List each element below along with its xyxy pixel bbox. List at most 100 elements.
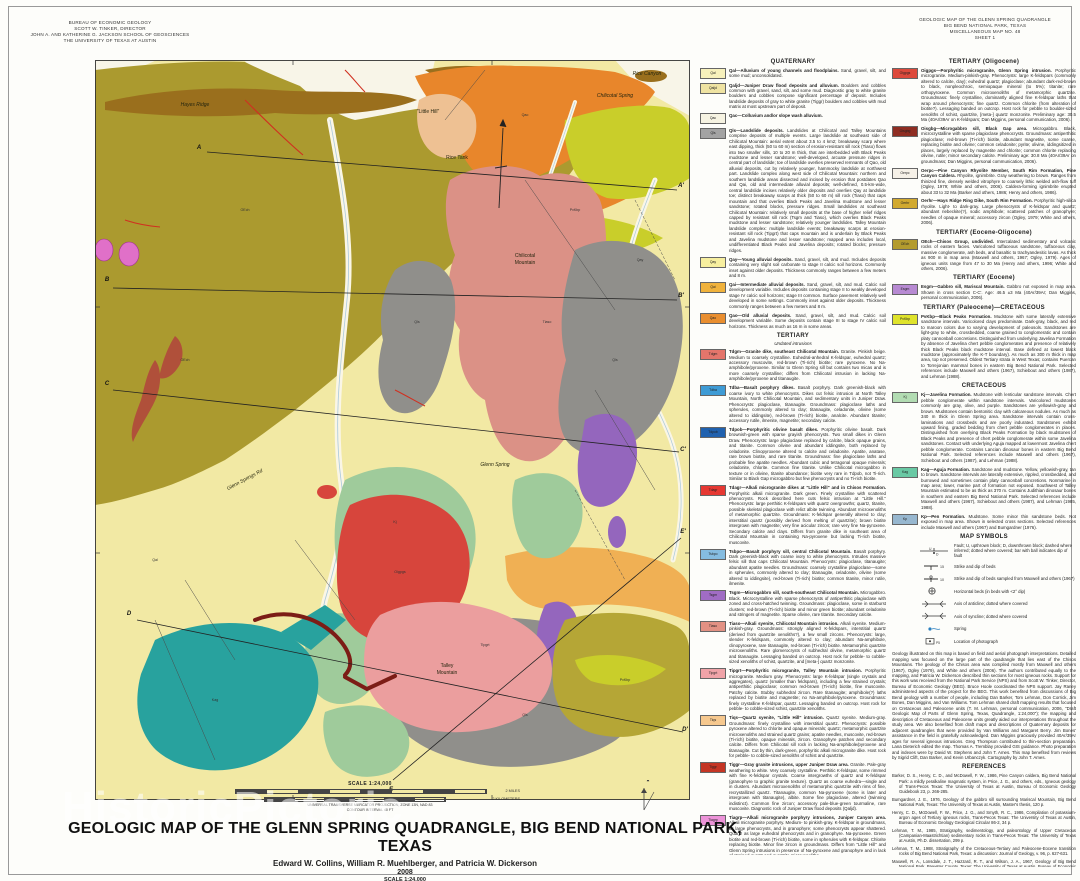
legend-entry-text: Tdagr—Alkali microgranite dikes at "Litt… — [729, 485, 886, 545]
map-symbol-row: P5 Location of photograph — [920, 636, 1076, 646]
legend-entry-text: Tdba—Basalt porphyry dikes. Basalt porph… — [729, 385, 886, 424]
strike-dip-icon: 15 — [924, 565, 944, 571]
legend-column-right: TERTIARY (Oligocene) Oigpgs Oigpgs—Porphyr… — [892, 55, 1076, 867]
map-symbol-row: Horizontal beds (in beds with <2° dip) — [920, 586, 1076, 596]
unit-swatch: Kag — [892, 466, 918, 478]
legend-entry: Tiqs Tiqs—Quartz syenite, "Little Hill" i… — [700, 715, 886, 759]
map-symbol-label: Horizontal beds (in beds with <2° dip) — [954, 588, 1026, 594]
unit-swatch: Tdpob — [700, 427, 726, 439]
legend-entry: Tdagr Tdagr—Alkali microgranite dikes at … — [700, 485, 886, 545]
unit-swatch: Qai — [700, 282, 726, 293]
legend-entry-text: Tiaso—Alkali syenite, Chilicotal Mountai… — [729, 620, 886, 665]
map-red-dike-lines — [124, 69, 426, 407]
legend-entry-text: Oigpgs—Porphyritic microgranite, Glenn S… — [921, 68, 1076, 123]
legend-entry-text: Kp—Pen Formation. Mudstone. Some minor t… — [921, 513, 1076, 530]
map-unit-qac — [615, 60, 690, 116]
legend-entry: Kp Kp—Pen Formation. Mudstone. Some minor… — [892, 513, 1076, 530]
agency-line: BUREAU OF ECONOMIC GEOLOGY — [68, 20, 152, 25]
map-symbol-label: Axis of syncline; dotted where covered — [954, 613, 1028, 619]
legend-entry: Esgm Esgm—Gabbro sill, Mariscal Mountain.… — [892, 284, 1076, 300]
legend-section-subheader: Undated intrusions — [774, 341, 812, 347]
legend-entry-text: Tipgrt—Porphyritic microgranite, Talley … — [729, 668, 886, 712]
legend-entry: Qai Qai—Intermediate alluvial deposits. S… — [700, 282, 886, 309]
projection-note: UNIVERSAL TRANSVERSE MERCATOR PROJECTION… — [307, 803, 433, 807]
map-symbol-label: Axis of anticline; dotted where covered — [954, 601, 1028, 607]
reference-item: Henry, C. D., McDowell, F. W., Price, J.… — [892, 809, 1076, 826]
sheet-title-line: BIG BEND NATIONAL PARK, TEXAS — [943, 22, 1027, 28]
legend-entry-text: Qay—Young alluvial deposits. Sand, grave… — [729, 256, 886, 279]
reference-item: Lehman, T. M., 1985, Stratigraphy, sedim… — [892, 827, 1076, 844]
map-unit-qls — [558, 240, 683, 455]
reference-item: Maxwell, R. A., Lonsdale, J. T., Hazzard… — [892, 858, 1076, 867]
legend-entry-text: Tsbpo—Basalt porphyry sill, central Chil… — [729, 548, 886, 587]
reference-item: Lehman, T. M., 1988, Stratigraphy of the… — [892, 845, 1076, 857]
map-unit-tipgrt-talley — [364, 601, 552, 733]
scalebar-miles — [235, 789, 488, 794]
legend-entry-text: Qac—Colluvium and/or slope wash alluvium… — [729, 113, 823, 119]
legend-entry-text: Qaljd—Juniper Draw flood deposits and al… — [729, 82, 886, 110]
svg-text:P5: P5 — [936, 641, 940, 645]
legend-entry: PvKbp PvKbp—Black Peaks Formation. Mudsto… — [892, 313, 1076, 379]
map-symbol-row: U D Fault; U, upthrown block; D, downthrow… — [920, 543, 1076, 558]
legend-column-left: QUATERNARY Qal Qal—Alluvium of young chann… — [700, 55, 886, 855]
scalebar-km — [263, 797, 446, 802]
unit-swatch: Qls — [700, 127, 726, 139]
legend-entry: Tiggr Tiggr—Gray granite intrusions, uppe… — [700, 762, 886, 811]
legend-entry-text: Qls—Landslide deposits. Landslides at Ch… — [729, 127, 886, 253]
legend-entry: Tipgrt Tipgrt—Porphyritic microgranite, T… — [700, 668, 886, 712]
unit-swatch: Qay — [700, 256, 726, 268]
unit-swatch: Oigpgs — [892, 68, 918, 79]
map-unit-tsgm — [577, 413, 638, 507]
legend-entry-text: Kag—Aguja Formation. Sandstone and mudst… — [921, 466, 1076, 510]
sheet-title-line: GEOLOGIC MAP OF THE GLENN SPRING QUADRAN… — [919, 17, 1051, 22]
references-header: REFERENCES — [961, 764, 1006, 771]
unit-swatch: Tiqs — [700, 715, 726, 727]
unit-swatch: OEch — [892, 238, 918, 250]
legend-entry: Tdpob Tdpob—Porphyritic olivine basalt di… — [700, 427, 886, 482]
map-fault-lines — [154, 69, 676, 761]
svg-text:15: 15 — [940, 565, 944, 569]
unit-swatch: Kj — [892, 392, 918, 404]
scalebar-km-label: 2 KILOMETERS — [492, 797, 520, 801]
legend-entry: Qao Qao—Old alluvial deposits. Sand, grav… — [700, 312, 886, 329]
reference-item: Barker, D. S., Henry, C. D., and McDowel… — [892, 773, 1076, 795]
legend-section-header: QUATERNARY — [770, 59, 816, 65]
map-unit-kj — [323, 705, 410, 777]
map-symbol-row: Axis of syncline; dotted where covered — [920, 611, 1076, 621]
geologic-map: Hayes Ridge "Little Hill" Rice Tank Chilico… — [95, 60, 690, 800]
unit-swatch: Oerhr — [892, 198, 918, 210]
map-symbol-row: Spring — [920, 624, 1076, 634]
syncline-axis-icon — [922, 612, 946, 620]
cross-section-lines — [112, 151, 684, 781]
legend-entry-text: Oerhr—Hays Ridge Ring Dike, South Rim Fo… — [921, 198, 1076, 226]
unit-swatch: Tdgm — [700, 349, 726, 361]
map-symbol-label: Fault; U, upthrown block; D, downthrown … — [954, 543, 1072, 559]
legend-section-header: TERTIARY (Oligocene) — [948, 59, 1020, 65]
legend-entry-text: Qao—Old alluvial deposits. Sand, gravel,… — [729, 312, 886, 329]
legend-entry: Qls Qls—Landslide deposits. Landslides at… — [700, 127, 886, 253]
legend-entry: Oerhr Oerhr—Hays Ridge Ring Dike, South R… — [892, 198, 1076, 225]
legend-entry-text: Kj—Javelina Formation. Mudstone with len… — [921, 392, 1076, 463]
credits-paragraph: Geology illustrated on this map is based… — [892, 651, 1076, 760]
map-symbols-section: MAP SYMBOLS U D Fault; U, upthrown block; D… — [892, 534, 1076, 646]
legend-entry-text: OEch—Chisos Group, undivided. Intercalat… — [921, 238, 1076, 271]
legend-entry: Kj Kj—Javelina Formation. Mudstone with l… — [892, 392, 1076, 463]
agency-line: SCOTT W. TINKER, DIRECTOR — [74, 25, 146, 31]
map-unit-tiqs-little-hill — [417, 93, 477, 159]
unit-swatch: Tiggr — [700, 762, 726, 774]
legend-entry-text: Oisgbg—Microgabbro sill, Black Gap area.… — [921, 126, 1076, 164]
map-dike-west — [131, 360, 161, 442]
contour-note: CONTOUR INTERVAL 40 FT — [346, 807, 394, 812]
scale-label: SCALE 1:24,000 — [348, 781, 392, 787]
photo-location-icon: P5 — [925, 638, 940, 645]
legend-entry: Tsgm Tsgm—Microgabbro sill, south-southea… — [700, 590, 886, 617]
map-authors: Edward W. Collins, William R. Muehlberge… — [273, 859, 537, 868]
sheet-border — [8, 6, 1072, 875]
strike-dip-sampled-icon: 10 — [924, 575, 944, 582]
map-year: 2008 — [397, 869, 413, 876]
legend-entry-text: Esgm—Gabbro sill, Mariscal Mountain. Gab… — [921, 284, 1076, 301]
legend-entry: Tdba Tdba—Basalt porphyry dikes. Basalt p… — [700, 385, 886, 423]
map-unit-kag — [137, 622, 319, 771]
legend-entry: Tsbpo Tsbpo—Basalt porphyry sill, central… — [700, 548, 886, 587]
